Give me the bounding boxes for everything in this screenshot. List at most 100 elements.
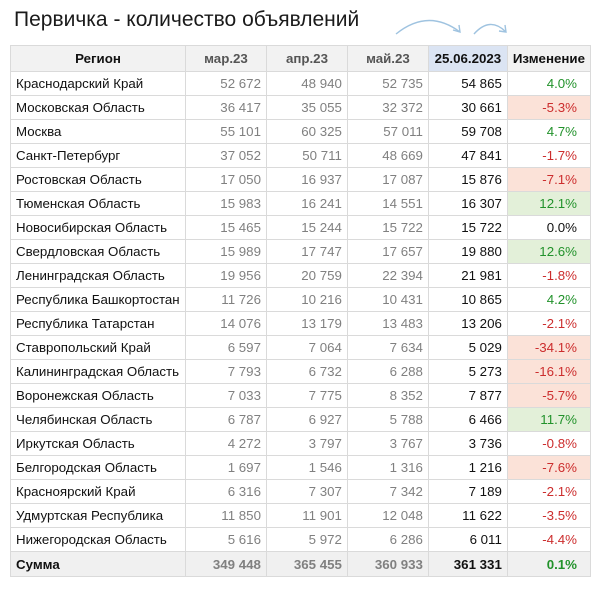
table-row: Новосибирская Область 15 465 15 244 15 722 1… [10, 215, 591, 240]
total-mar: 349 448 [184, 551, 267, 577]
current-cell: 30 661 [427, 95, 508, 120]
change-cell: 12.1% [506, 191, 591, 216]
page-title: Первичка - количество объявлений [14, 8, 360, 31]
apr-cell: 16 937 [265, 167, 348, 192]
mar-cell: 1 697 [184, 455, 267, 480]
region-cell: Челябинская Область [10, 407, 186, 432]
change-cell: -7.1% [506, 167, 591, 192]
current-cell: 5 029 [427, 335, 508, 360]
may-cell: 22 394 [346, 263, 429, 288]
apr-cell: 50 711 [265, 143, 348, 168]
region-cell: Удмуртская Республика [10, 503, 186, 528]
current-cell: 47 841 [427, 143, 508, 168]
may-cell: 5 788 [346, 407, 429, 432]
apr-cell: 5 972 [265, 527, 348, 552]
current-cell: 16 307 [427, 191, 508, 216]
apr-cell: 35 055 [265, 95, 348, 120]
region-cell: Тюменская Область [10, 191, 186, 216]
total-apr: 365 455 [265, 551, 348, 577]
apr-cell: 6 732 [265, 359, 348, 384]
table-row: Московская Область 36 417 35 055 32 372 30 6… [10, 95, 591, 120]
region-cell: Нижегородская Область [10, 527, 186, 552]
region-cell: Краснодарский Край [10, 71, 186, 96]
mar-cell: 11 850 [184, 503, 267, 528]
current-cell: 10 865 [427, 287, 508, 312]
mar-cell: 7 793 [184, 359, 267, 384]
table-row: Москва 55 101 60 325 57 011 59 708 4.7% [10, 119, 591, 144]
current-cell: 15 722 [427, 215, 508, 240]
table-row: Челябинская Область 6 787 6 927 5 788 6 466 1… [10, 407, 591, 432]
change-cell: 4.0% [506, 71, 591, 96]
current-cell: 54 865 [427, 71, 508, 96]
current-cell: 5 273 [427, 359, 508, 384]
apr-cell: 17 747 [265, 239, 348, 264]
table-row: Красноярский Край 6 316 7 307 7 342 7 189 -2.… [10, 479, 591, 504]
curved-arrow-icon [395, 19, 461, 35]
mar-cell: 14 076 [184, 311, 267, 336]
region-cell: Ленинградская Область [10, 263, 186, 288]
may-cell: 3 767 [346, 431, 429, 456]
apr-cell: 60 325 [265, 119, 348, 144]
table-row: Воронежская Область 7 033 7 775 8 352 7 877-… [10, 383, 591, 408]
current-cell: 1 216 [427, 455, 508, 480]
apr-cell: 20 759 [265, 263, 348, 288]
may-cell: 15 722 [346, 215, 429, 240]
may-cell: 32 372 [346, 95, 429, 120]
header-mar: мар.23 [184, 45, 267, 72]
region-cell: Новосибирская Область [10, 215, 186, 240]
may-cell: 48 669 [346, 143, 429, 168]
may-cell: 12 048 [346, 503, 429, 528]
table-row: Иркутская Область 4 272 3 797 3 767 3 736 -0.… [10, 431, 591, 456]
may-cell: 14 551 [346, 191, 429, 216]
region-cell: Московская Область [10, 95, 186, 120]
mar-cell: 36 417 [184, 95, 267, 120]
mar-cell: 15 983 [184, 191, 267, 216]
current-cell: 3 736 [427, 431, 508, 456]
region-cell: Красноярский Край [10, 479, 186, 504]
region-cell: Санкт-Петербург [10, 143, 186, 168]
apr-cell: 1 546 [265, 455, 348, 480]
table-body: Краснодарский Край 52 672 48 940 52 735 54 8… [10, 71, 591, 577]
current-cell: 7 189 [427, 479, 508, 504]
may-cell: 6 288 [346, 359, 429, 384]
apr-cell: 16 241 [265, 191, 348, 216]
header-may: май.23 [346, 45, 429, 72]
table-row: Удмуртская Республика 11 850 11 901 12 048 1… [10, 503, 591, 528]
current-cell: 21 981 [427, 263, 508, 288]
mar-cell: 4 272 [184, 431, 267, 456]
header-change: Изменение [506, 45, 591, 72]
curved-arrow-icon [473, 23, 507, 35]
apr-cell: 13 179 [265, 311, 348, 336]
apr-cell: 48 940 [265, 71, 348, 96]
apr-cell: 11 901 [265, 503, 348, 528]
change-cell: -1.8% [506, 263, 591, 288]
current-cell: 59 708 [427, 119, 508, 144]
mar-cell: 6 597 [184, 335, 267, 360]
table-row: Ленинградская Область 19 956 20 759 22 394 2… [10, 263, 591, 288]
table-row: Тюменская Область 15 983 16 241 14 551 16 30… [10, 191, 591, 216]
table-row: Свердловская Область 15 989 17 747 17 657 19… [10, 239, 591, 264]
region-cell: Белгородская Область [10, 455, 186, 480]
may-cell: 17 657 [346, 239, 429, 264]
mar-cell: 19 956 [184, 263, 267, 288]
mar-cell: 52 672 [184, 71, 267, 96]
apr-cell: 3 797 [265, 431, 348, 456]
region-cell: Иркутская Область [10, 431, 186, 456]
change-cell: -2.1% [506, 311, 591, 336]
change-cell: -2.1% [506, 479, 591, 504]
total-change: 0.1% [506, 551, 591, 577]
table-row: Санкт-Петербург 37 052 50 711 48 669 47 841-… [10, 143, 591, 168]
total-current: 361 331 [427, 551, 508, 577]
header-current-date: 25.06.2023 [427, 45, 508, 72]
table-row: Республика Башкортостан 11 726 10 216 10 43… [10, 287, 591, 312]
region-cell: Свердловская Область [10, 239, 186, 264]
mar-cell: 11 726 [184, 287, 267, 312]
may-cell: 1 316 [346, 455, 429, 480]
may-cell: 57 011 [346, 119, 429, 144]
change-cell: 4.7% [506, 119, 591, 144]
current-cell: 11 622 [427, 503, 508, 528]
apr-cell: 15 244 [265, 215, 348, 240]
may-cell: 8 352 [346, 383, 429, 408]
change-cell: -34.1% [506, 335, 591, 360]
region-cell: Москва [10, 119, 186, 144]
